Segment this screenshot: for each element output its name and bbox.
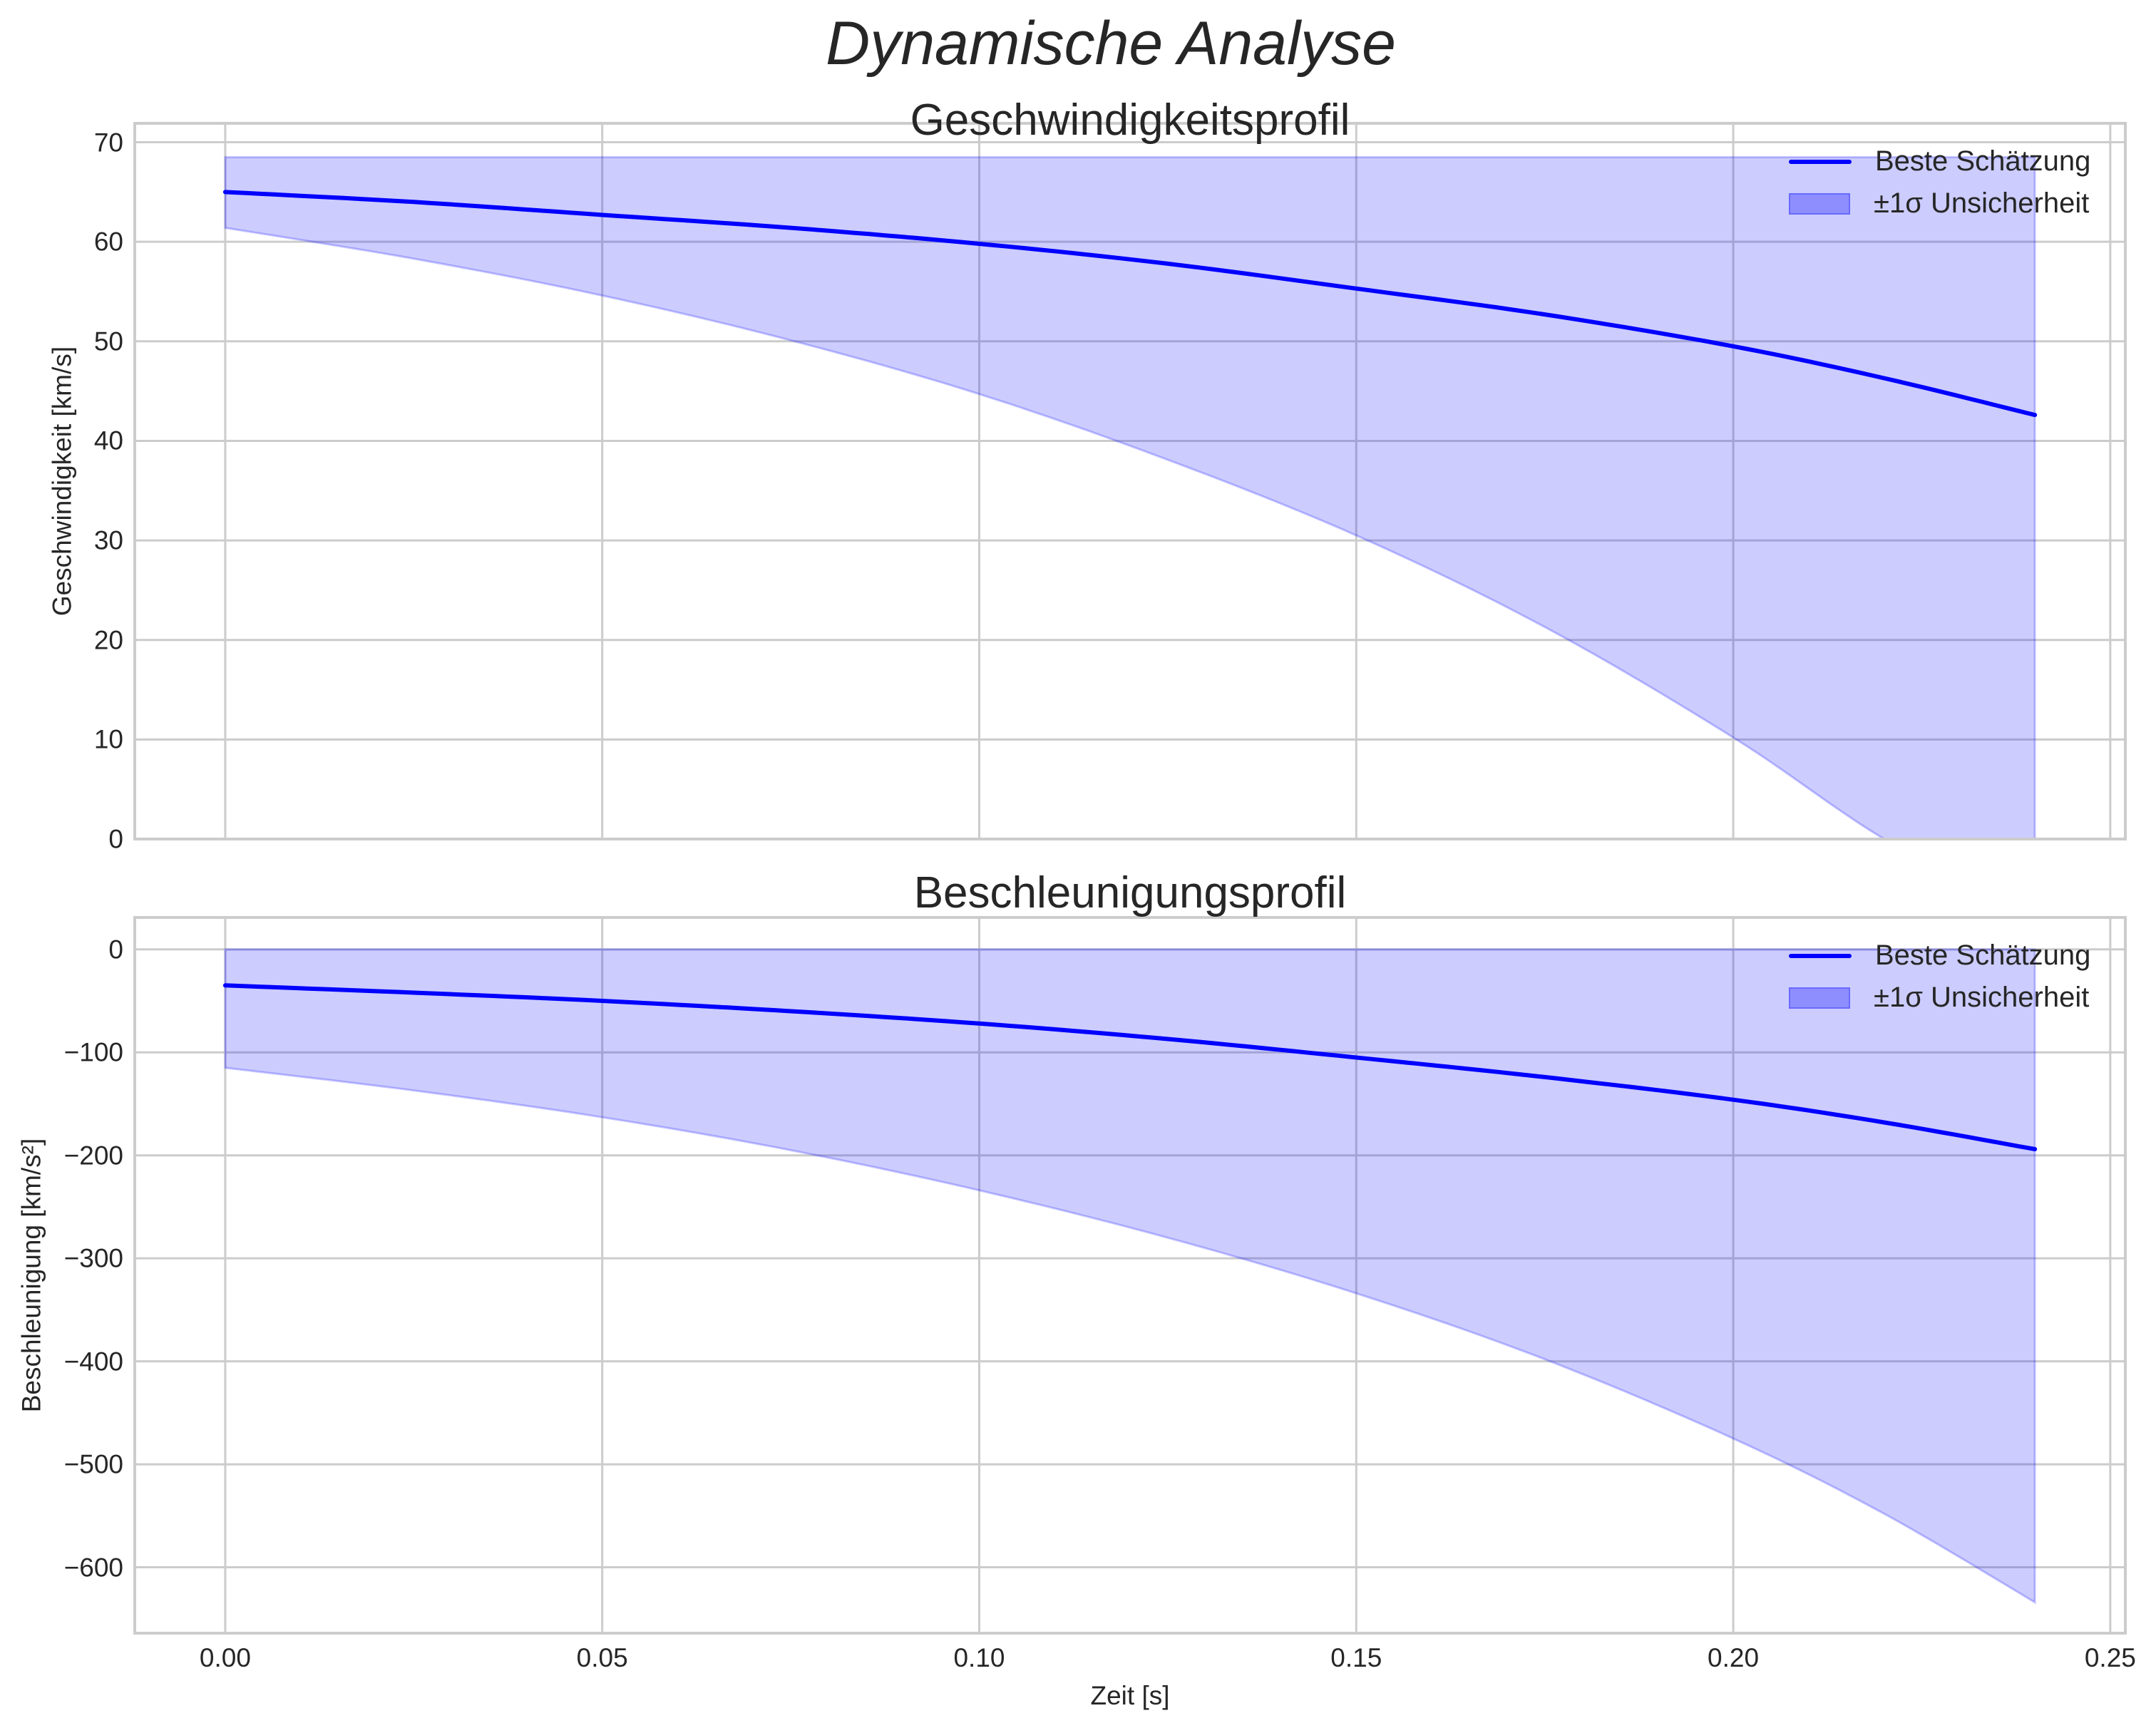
acceleration-plot-title: Beschleunigungsprofil — [913, 868, 1347, 917]
legend-label: Beste Schätzung — [1875, 145, 2091, 177]
y-tick-label: 20 — [93, 625, 123, 655]
legend-item-best-estimate: Beste Schätzung — [1789, 940, 2090, 972]
legend-item-uncertainty: ±1σ Unsicherheit — [1789, 982, 2089, 1014]
velocity-plot-title: Geschwindigkeitsprofil — [910, 96, 1350, 145]
uncertainty-band — [224, 156, 2036, 839]
y-tick-label: −200 — [63, 1141, 123, 1171]
velocity-plot-area — [133, 122, 2127, 840]
x-tick-label: 0.00 — [199, 1643, 251, 1672]
uncertainty-band — [224, 948, 2036, 1605]
band-swatch-icon — [1789, 192, 1850, 215]
y-tick-label: 10 — [93, 724, 123, 754]
legend-label: ±1σ Unsicherheit — [1874, 982, 2090, 1013]
band-swatch-icon — [1789, 987, 1850, 1009]
line-swatch-icon — [1789, 953, 1852, 958]
x-tick-label: 0.25 — [2084, 1643, 2136, 1672]
legend-item-best-estimate: Beste Schätzung — [1789, 145, 2090, 178]
figure-title: Dynamische Analyse — [826, 9, 1396, 78]
axes-frame — [133, 916, 2127, 1635]
legend-item-uncertainty: ±1σ Unsicherheit — [1789, 187, 2089, 220]
best-estimate-line — [222, 983, 2038, 1151]
y-tick-label: 0 — [108, 935, 123, 965]
axes-frame — [133, 122, 2127, 840]
x-axis-label: Zeit [s] — [1090, 1681, 1170, 1710]
legend-label: Beste Schätzung — [1875, 940, 2091, 971]
x-tick-label: 0.15 — [1330, 1643, 1382, 1672]
velocity-y-axis-label: Geschwindigkeit [km/s] — [47, 346, 77, 617]
y-tick-label: 0 — [108, 824, 123, 854]
y-tick-label: −100 — [63, 1037, 123, 1067]
x-tick-label: 0.05 — [576, 1643, 628, 1672]
y-tick-label: −300 — [63, 1243, 123, 1273]
y-tick-label: −600 — [63, 1553, 123, 1583]
y-tick-label: −500 — [63, 1449, 123, 1479]
y-tick-label: 70 — [93, 128, 123, 158]
x-tick-label: 0.20 — [1708, 1643, 1760, 1672]
legend-label: ±1σ Unsicherheit — [1874, 187, 2090, 219]
y-tick-label: 40 — [93, 426, 123, 456]
best-estimate-line — [222, 190, 2038, 418]
y-tick-label: 60 — [93, 227, 123, 257]
y-tick-label: −400 — [63, 1347, 123, 1377]
y-tick-label: 50 — [93, 326, 123, 356]
y-tick-label: 30 — [93, 525, 123, 555]
x-tick-label: 0.10 — [953, 1643, 1005, 1672]
line-swatch-icon — [1789, 159, 1852, 164]
acceleration-y-axis-label: Beschleunigung [km/s²] — [16, 1138, 46, 1413]
acceleration-plot-area — [133, 916, 2127, 1635]
